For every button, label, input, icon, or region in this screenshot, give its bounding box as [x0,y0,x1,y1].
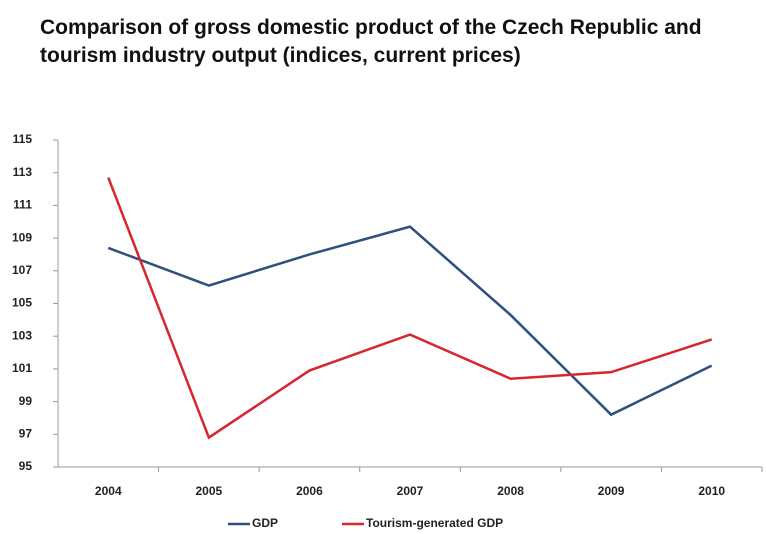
y-tick-label: 95 [19,459,33,473]
legend-label: GDP [252,516,278,530]
x-tick-label: 2009 [598,484,625,498]
y-tick-label: 111 [13,198,32,212]
x-tick-label: 2008 [497,484,524,498]
x-tick-label: 2006 [296,484,323,498]
y-tick-label: 103 [12,328,32,342]
y-tick-label: 97 [19,426,33,440]
chart-title: Comparison of gross domestic product of … [40,16,702,67]
y-tick-label: 105 [12,296,32,310]
y-tick-label: 113 [13,165,33,179]
x-tick-label: 2007 [397,484,424,498]
y-tick-label: 101 [12,361,32,375]
legend-label: Tourism-generated GDP [366,516,503,530]
y-tick-label: 107 [12,263,32,277]
y-tick-label: 109 [12,230,32,244]
x-tick-label: 2010 [698,484,725,498]
y-tick-label: 115 [13,132,33,146]
line-series [107,177,713,440]
line-series [107,225,713,417]
x-tick-label: 2005 [196,484,223,498]
y-tick-label: 99 [19,394,33,408]
x-tick-label: 2004 [95,484,122,498]
